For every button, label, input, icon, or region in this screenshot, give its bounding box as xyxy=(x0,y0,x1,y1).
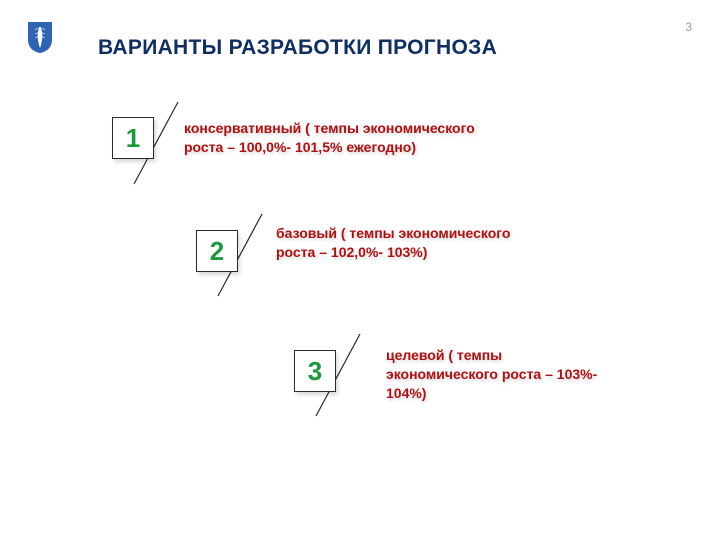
page-number: 3 xyxy=(685,20,692,34)
variant-number-2: 2 xyxy=(210,236,224,267)
variant-description-3: целевой ( темпы экономического роста – 1… xyxy=(386,346,606,403)
variant-number-box-1: 1 xyxy=(112,117,154,159)
logo-shield-icon xyxy=(26,20,54,54)
variant-description-2: базовый ( темпы экономического роста – 1… xyxy=(276,224,528,262)
variant-number-box-2: 2 xyxy=(196,230,238,272)
variant-number-box-3: 3 xyxy=(294,350,336,392)
variant-number-1: 1 xyxy=(126,123,140,154)
variant-number-3: 3 xyxy=(308,356,322,387)
variant-description-1: консервативный ( темпы экономического ро… xyxy=(184,119,504,157)
page-title: ВАРИАНТЫ РАЗРАБОТКИ ПРОГНОЗА xyxy=(98,36,497,60)
